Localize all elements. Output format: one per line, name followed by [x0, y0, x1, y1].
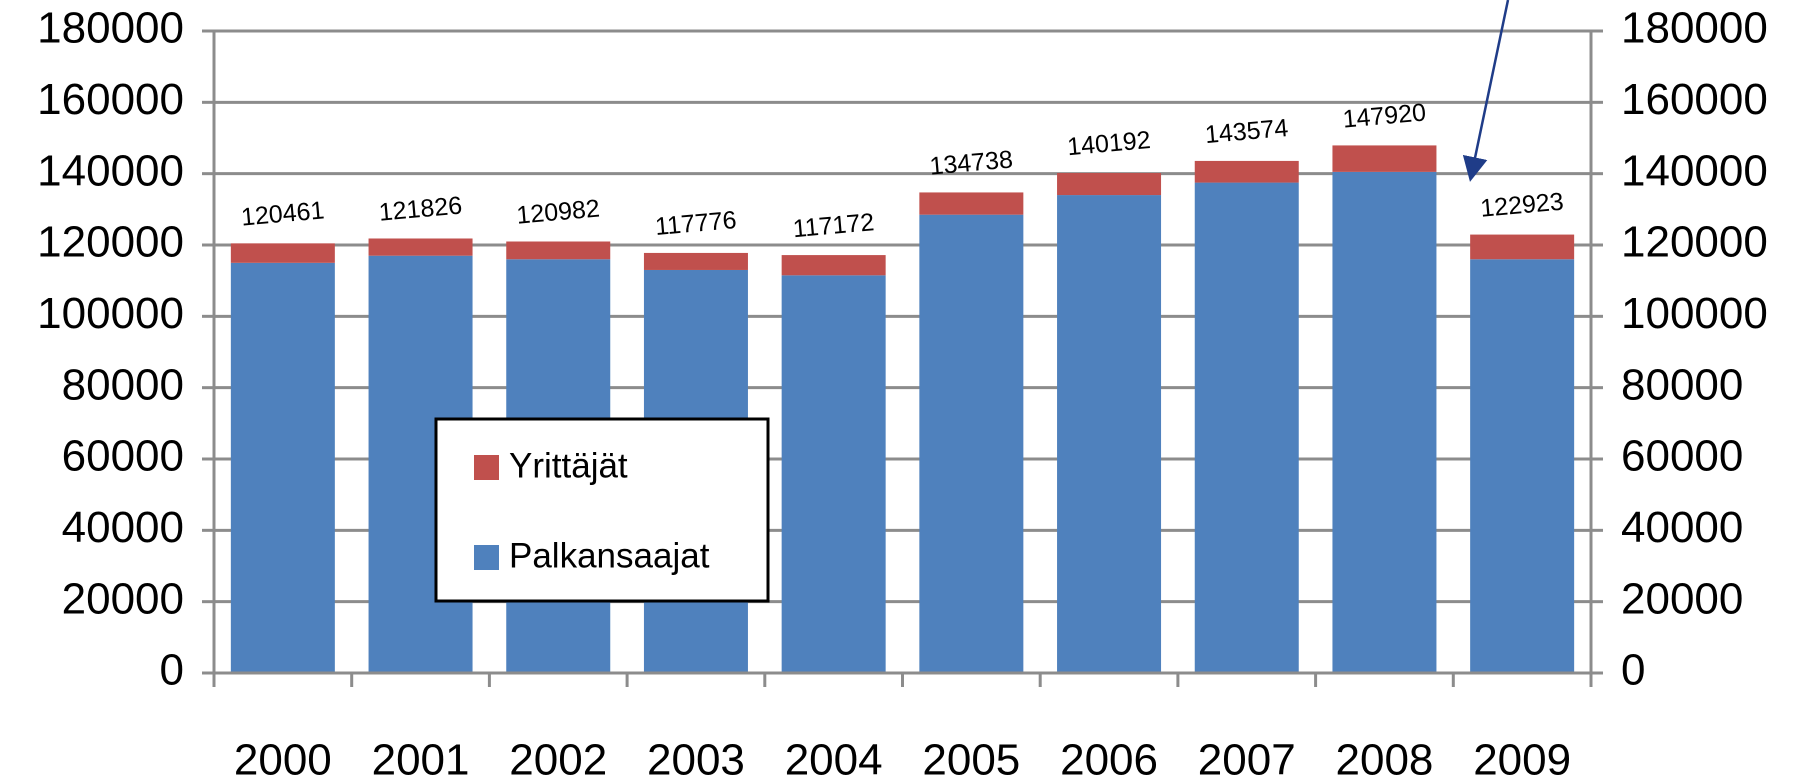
y-tick-label: 180000 — [37, 4, 184, 53]
bar-segment — [1470, 234, 1575, 260]
total-label: 122923 — [1479, 188, 1565, 223]
bar-segment — [1332, 171, 1437, 673]
bar-segment — [919, 192, 1024, 215]
bar-segment — [368, 238, 473, 256]
annotation-arrow — [1462, 0, 1510, 182]
total-label: 147920 — [1342, 98, 1428, 133]
total-label: 143574 — [1204, 114, 1290, 149]
bar-segment — [1194, 160, 1299, 183]
bar-segment — [919, 214, 1024, 673]
y-tick-label: 140000 — [37, 146, 184, 195]
total-label: 140192 — [1066, 126, 1152, 161]
y2-tick-label: 120000 — [1621, 218, 1768, 267]
y-tick-label: 40000 — [62, 503, 184, 552]
bar-segment — [1057, 172, 1162, 196]
bar-segment — [781, 255, 886, 276]
x-tick-label: 2009 — [1473, 736, 1571, 781]
y2-tick-label: 20000 — [1621, 574, 1743, 623]
y-tick-label: 80000 — [62, 360, 184, 409]
y2-tick-label: 80000 — [1621, 360, 1743, 409]
y-tick-label: 20000 — [62, 574, 184, 623]
plot: 0 0 20000 20000 40000 40000 60000 60000 80000 800… — [37, 4, 1768, 781]
x-tick-label: 2000 — [234, 736, 332, 781]
legend — [434, 417, 770, 603]
total-label: 121826 — [378, 192, 464, 227]
total-label: 120982 — [515, 195, 601, 230]
y2-tick-label: 0 — [1621, 646, 1645, 695]
bar-segment — [1470, 259, 1575, 673]
y-tick-label: 0 — [160, 646, 184, 695]
total-label: 134738 — [928, 145, 1014, 180]
y2-tick-label: 160000 — [1621, 75, 1768, 124]
legend-swatch — [474, 545, 499, 570]
bar-segment — [230, 243, 335, 263]
y-tick-label: 120000 — [37, 218, 184, 267]
y-tick-label: 60000 — [62, 432, 184, 481]
x-tick-label: 2003 — [647, 736, 745, 781]
x-tick-label: 2001 — [372, 736, 470, 781]
bar-segment — [506, 241, 611, 260]
total-label: 120461 — [240, 196, 326, 231]
y2-tick-label: 140000 — [1621, 146, 1768, 195]
bar-segment — [1057, 195, 1162, 674]
y2-tick-label: 180000 — [1621, 4, 1768, 53]
y2-tick-label: 60000 — [1621, 432, 1743, 481]
y-tick-label: 100000 — [37, 289, 184, 338]
legend-label: Palkansaajat — [509, 536, 710, 575]
bar-segment — [1332, 145, 1437, 172]
legend-swatch — [474, 455, 499, 480]
x-tick-label: 2006 — [1060, 736, 1158, 781]
bar-segment — [230, 262, 335, 673]
bar-segment — [1194, 182, 1299, 674]
x-tick-label: 2007 — [1198, 736, 1296, 781]
x-tick-label: 2005 — [922, 736, 1020, 781]
total-label: 117172 — [792, 208, 876, 243]
legend-label: Yrittäjät — [509, 446, 628, 485]
y2-tick-label: 100000 — [1621, 289, 1768, 338]
y-tick-label: 160000 — [37, 75, 184, 124]
total-label: 117776 — [654, 206, 738, 241]
y2-tick-label: 40000 — [1621, 503, 1743, 552]
x-tick-label: 2002 — [509, 736, 607, 781]
x-tick-label: 2004 — [785, 736, 883, 781]
bar-segment — [781, 275, 886, 673]
x-tick-label: 2008 — [1336, 736, 1434, 781]
bar-segment — [643, 252, 748, 270]
